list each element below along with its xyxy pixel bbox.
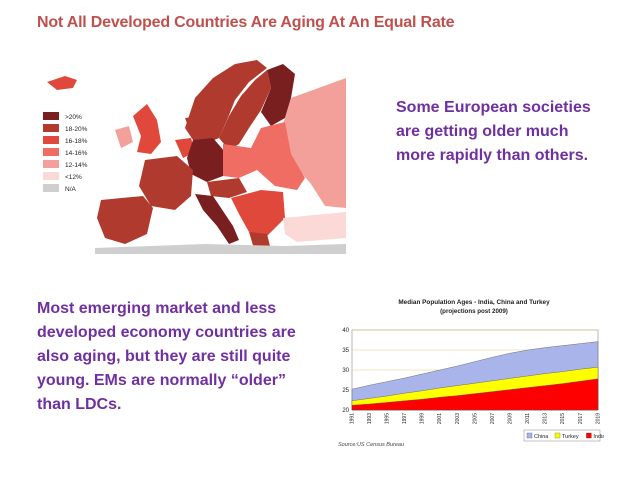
x-tick-label: 2017 <box>578 413 584 424</box>
x-tick-label: 1999 <box>420 413 426 424</box>
legend-swatch <box>43 136 59 144</box>
legend-swatch-china <box>526 432 533 439</box>
legend-label: 18-20% <box>65 126 88 133</box>
europe-map: >20% 18-20% 16-18% 14-16% 12-14% <12% N/A <box>35 58 346 254</box>
legend-label: N/A <box>65 186 77 193</box>
x-tick-label: 1997 <box>402 413 408 424</box>
x-tick-label: 1991 <box>349 413 355 424</box>
legend-swatch <box>43 160 59 168</box>
y-tick-label: 25 <box>342 388 349 394</box>
x-tick-label: 1993 <box>367 413 373 424</box>
legend-label: 16-18% <box>65 138 88 145</box>
x-tick-label: 2007 <box>490 413 496 424</box>
median-age-chart-svg: Median Population Ages - India, China an… <box>338 299 606 448</box>
map-legend: >20% 18-20% 16-18% 14-16% 12-14% <12% N/A <box>43 112 88 193</box>
slide-title: Not All Developed Countries Are Aging At… <box>37 14 455 31</box>
legend-swatch <box>43 112 59 120</box>
chart-subtitle: (projections post 2009) <box>440 308 508 315</box>
x-tick-label: 2019 <box>595 413 601 424</box>
x-tick-label: 2009 <box>507 413 513 424</box>
legend-swatch <box>43 124 59 132</box>
legend-swatch-turkey <box>554 432 561 439</box>
legend-label: 12-14% <box>65 162 88 169</box>
legend-box <box>523 429 601 442</box>
x-tick-label: 2015 <box>560 413 566 424</box>
median-age-chart: Median Population Ages - India, China an… <box>334 290 606 450</box>
chart-plot: 20 25 30 35 40 1991 1993 1995 1997 1999 2001 2003 20… <box>342 328 601 424</box>
chart-title: Median Population Ages - India, China an… <box>398 299 550 306</box>
legend-label: <12% <box>65 174 82 181</box>
legend-label-china: China <box>534 434 549 440</box>
x-tick-label: 2003 <box>455 413 461 424</box>
chart-source: Source:US Census Bureau <box>338 442 404 448</box>
y-tick-label: 35 <box>342 348 349 354</box>
europe-note: Some European societies are getting olde… <box>396 99 591 164</box>
legend-label-turkey: Turkey <box>562 434 579 440</box>
x-tick-label: 2013 <box>543 413 549 424</box>
x-tick-label: 2001 <box>437 413 443 424</box>
y-tick-label: 30 <box>342 368 349 374</box>
y-tick-label: 20 <box>342 408 349 414</box>
x-tick-label: 2011 <box>525 413 531 424</box>
series-area-india <box>351 378 599 411</box>
y-tick-label: 40 <box>342 328 349 334</box>
legend-label: >20% <box>65 114 82 121</box>
x-tick-label: 2005 <box>472 413 478 424</box>
emerging-markets-note: Most emerging market and less developed … <box>37 300 296 413</box>
legend-swatch-india <box>586 432 592 439</box>
chart-legend: China Turkey India <box>523 429 606 442</box>
legend-swatch <box>43 184 59 192</box>
x-tick-label: 1995 <box>384 413 390 424</box>
legend-label-india: India <box>593 434 604 440</box>
europe-map-graphic: >20% 18-20% 16-18% 14-16% 12-14% <12% N/A <box>35 58 346 254</box>
legend-label: 14-16% <box>65 150 88 157</box>
legend-swatch <box>43 172 59 180</box>
legend-swatch <box>43 148 59 156</box>
